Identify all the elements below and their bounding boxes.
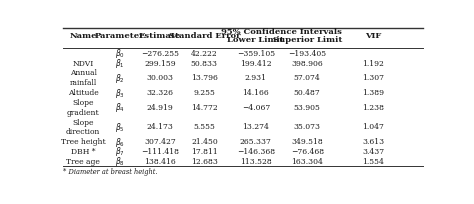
Text: 30.003: 30.003 (147, 74, 174, 82)
Text: $\beta_{7}$: $\beta_{7}$ (115, 145, 125, 158)
Text: 35.073: 35.073 (294, 123, 321, 131)
Text: Slope
direction: Slope direction (66, 118, 100, 136)
Text: 17.811: 17.811 (191, 147, 218, 155)
Text: Slope
gradient: Slope gradient (67, 98, 100, 116)
Text: NDVI: NDVI (73, 59, 94, 67)
Text: −193.405: −193.405 (288, 50, 326, 58)
Text: 12.683: 12.683 (191, 157, 218, 165)
Text: $\beta_{2}$: $\beta_{2}$ (115, 72, 125, 84)
Text: $\beta_{0}$: $\beta_{0}$ (115, 47, 125, 60)
Text: 42.222: 42.222 (191, 50, 218, 58)
Text: −276.255: −276.255 (141, 50, 179, 58)
Text: 299.159: 299.159 (145, 59, 176, 67)
Text: Standard Error: Standard Error (169, 32, 240, 40)
Text: 3.437: 3.437 (362, 147, 384, 155)
Text: 50.833: 50.833 (191, 59, 218, 67)
Text: 265.337: 265.337 (240, 137, 272, 145)
Text: $\beta_{6}$: $\beta_{6}$ (115, 135, 125, 148)
Text: 2.931: 2.931 (245, 74, 267, 82)
Text: 14.166: 14.166 (242, 89, 269, 97)
Text: Lower Limit: Lower Limit (228, 36, 284, 44)
Text: Estimate: Estimate (139, 32, 182, 40)
Text: 9.255: 9.255 (193, 89, 215, 97)
Text: 95% Confidence Intervals: 95% Confidence Intervals (221, 28, 342, 36)
Text: 3.613: 3.613 (362, 137, 384, 145)
Text: −76.468: −76.468 (291, 147, 324, 155)
Text: −146.368: −146.368 (237, 147, 275, 155)
Text: −4.067: −4.067 (242, 103, 270, 111)
Text: DBH *: DBH * (71, 147, 95, 155)
Text: Superior Limit: Superior Limit (273, 36, 342, 44)
Text: 14.772: 14.772 (191, 103, 218, 111)
Text: 138.416: 138.416 (145, 157, 176, 165)
Text: * Diameter at breast height.: * Diameter at breast height. (63, 167, 157, 175)
Text: 13.274: 13.274 (242, 123, 269, 131)
Text: 24.173: 24.173 (147, 123, 173, 131)
Text: Altitude: Altitude (68, 89, 99, 97)
Text: $\beta_{3}$: $\beta_{3}$ (115, 86, 125, 99)
Text: 1.307: 1.307 (362, 74, 384, 82)
Text: 1.238: 1.238 (362, 103, 384, 111)
Text: 5.555: 5.555 (193, 123, 215, 131)
Text: 50.487: 50.487 (294, 89, 320, 97)
Text: Parameter: Parameter (95, 32, 145, 40)
Text: 113.528: 113.528 (240, 157, 272, 165)
Text: 349.518: 349.518 (292, 137, 323, 145)
Text: $\beta_{5}$: $\beta_{5}$ (115, 120, 125, 133)
Text: Name: Name (69, 32, 97, 40)
Text: $\beta_{1}$: $\beta_{1}$ (115, 57, 125, 70)
Text: 1.047: 1.047 (363, 123, 384, 131)
Text: VIF: VIF (365, 32, 382, 40)
Text: Tree height: Tree height (61, 137, 105, 145)
Text: 24.919: 24.919 (147, 103, 173, 111)
Text: 21.450: 21.450 (191, 137, 218, 145)
Text: 1.554: 1.554 (363, 157, 384, 165)
Text: 199.412: 199.412 (240, 59, 272, 67)
Text: $\beta_{4}$: $\beta_{4}$ (115, 101, 125, 114)
Text: 13.796: 13.796 (191, 74, 218, 82)
Text: Tree age: Tree age (66, 157, 100, 165)
Text: Annual
rainfall: Annual rainfall (70, 69, 97, 87)
Text: 1.389: 1.389 (362, 89, 384, 97)
Text: $\beta_{8}$: $\beta_{8}$ (115, 154, 125, 167)
Text: −359.105: −359.105 (237, 50, 275, 58)
Text: 32.326: 32.326 (147, 89, 174, 97)
Text: 398.906: 398.906 (292, 59, 323, 67)
Text: 1.192: 1.192 (363, 59, 384, 67)
Text: 307.427: 307.427 (145, 137, 176, 145)
Text: 163.304: 163.304 (292, 157, 323, 165)
Text: 57.074: 57.074 (294, 74, 320, 82)
Text: 53.905: 53.905 (294, 103, 320, 111)
Text: −111.418: −111.418 (141, 147, 179, 155)
